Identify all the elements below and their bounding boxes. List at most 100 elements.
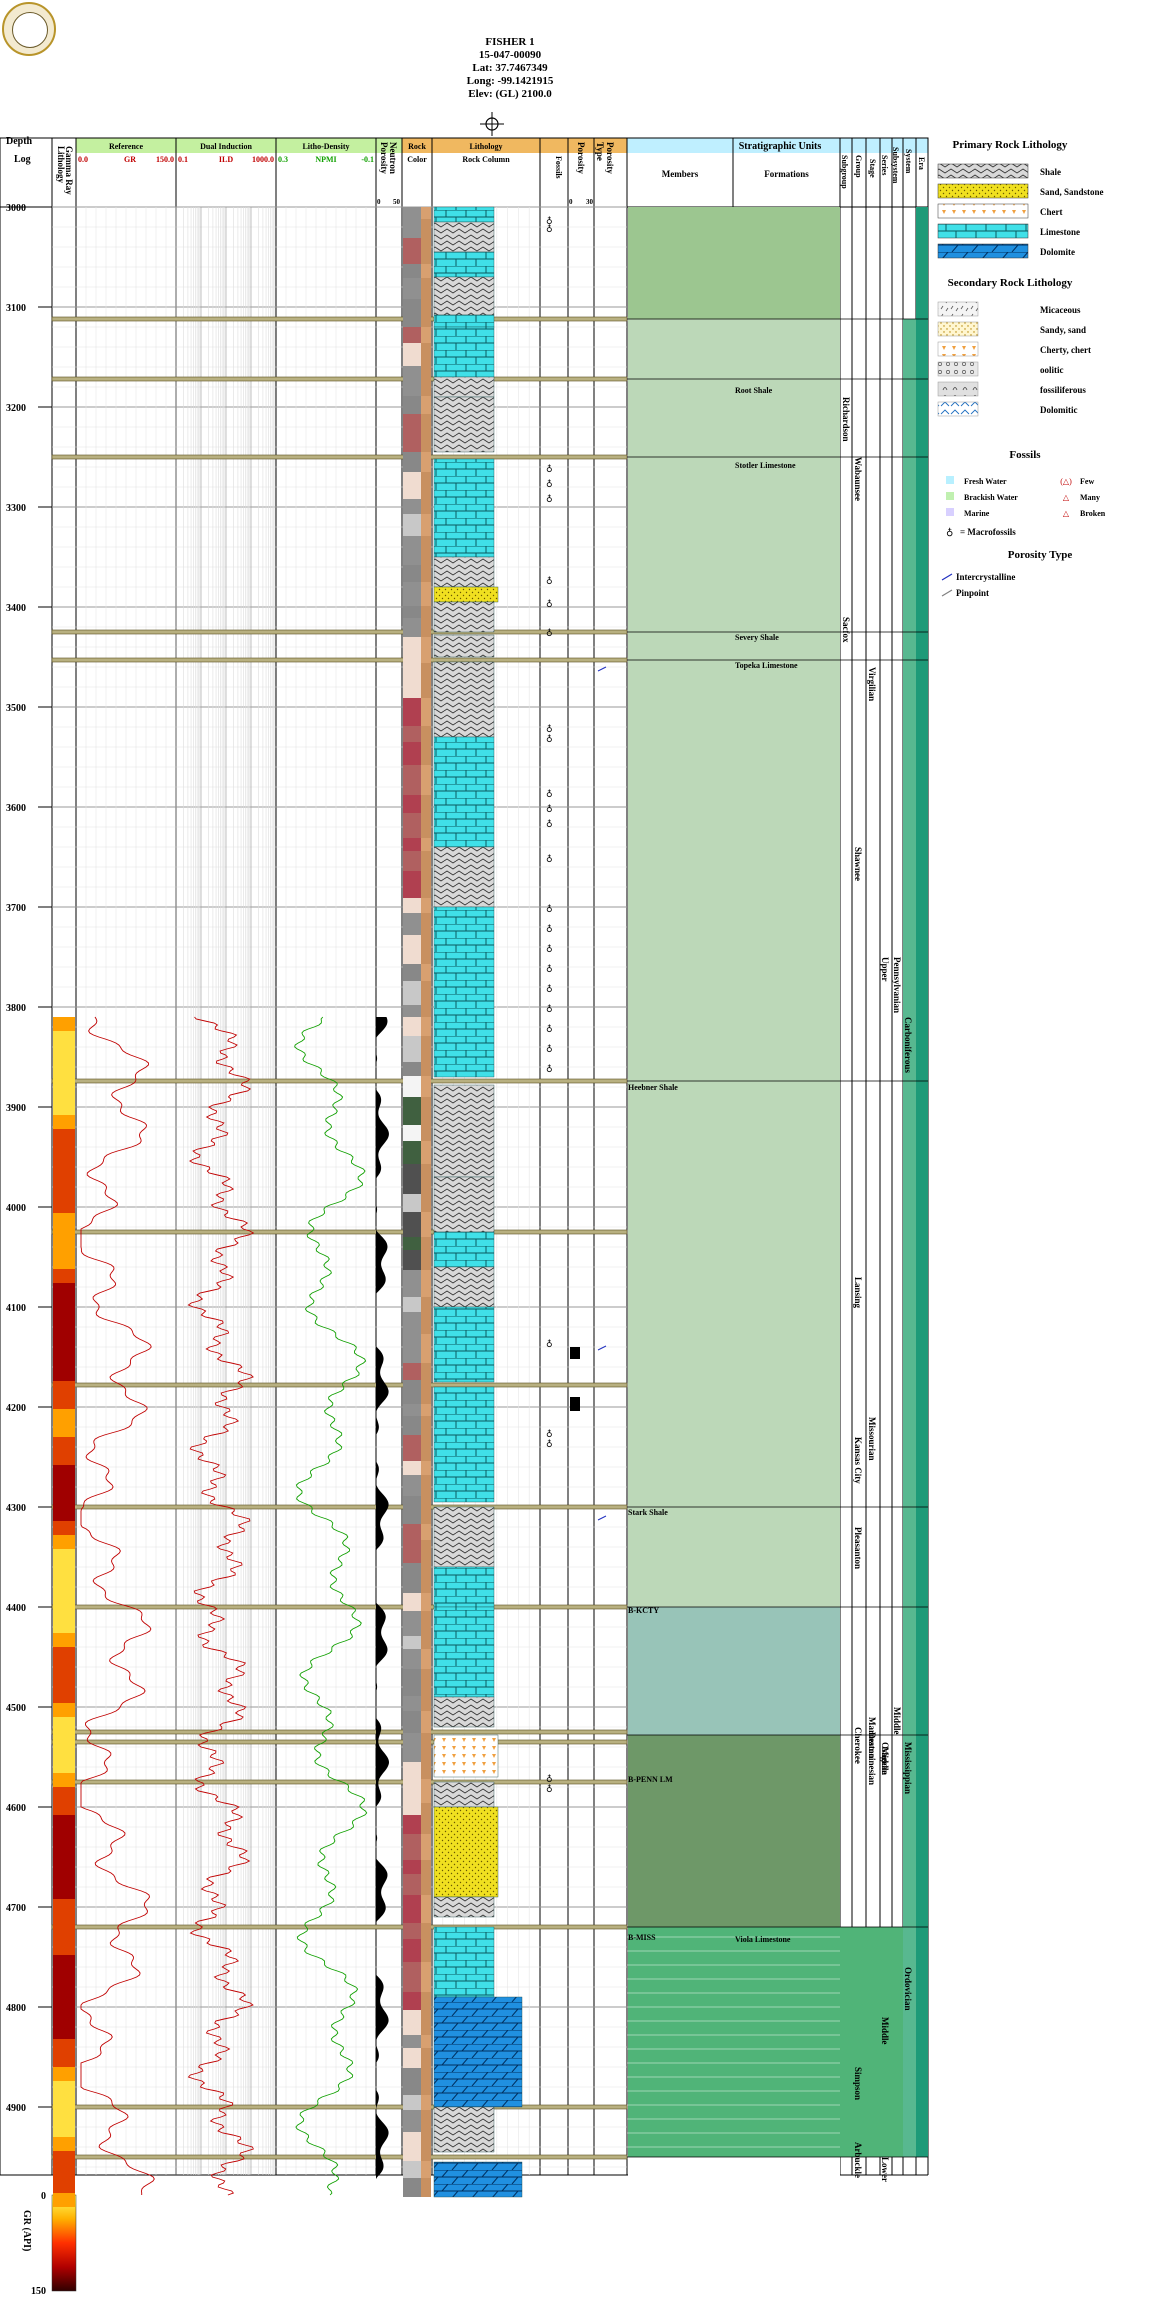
rock-color-block <box>403 1005 421 1017</box>
header-dual-induction: Dual Induction <box>200 142 252 151</box>
lithology-interval-shale <box>433 2106 495 2153</box>
rock-color-secondary <box>421 278 431 299</box>
rock-color-secondary <box>421 1636 431 1649</box>
header-porosity-2: Porosity <box>576 142 586 174</box>
macrofossil-icon: ♁ <box>546 1043 553 1053</box>
rock-color-block <box>403 1593 421 1611</box>
gamma-ray-strip-segment <box>53 1801 75 1815</box>
rock-color-secondary <box>421 1194 431 1212</box>
legend-porosity-type-label: Pinpoint <box>956 588 989 598</box>
rock-color-secondary <box>421 1141 431 1164</box>
gamma-ray-strip-segment <box>53 1129 75 1143</box>
formation-boundary-band <box>51 1229 628 1235</box>
ordovician-fill <box>840 1927 903 2157</box>
lithology-interval-lime <box>433 1306 495 1383</box>
rock-color-secondary <box>421 472 431 499</box>
track-header-green-band <box>76 138 402 153</box>
lithology-interval-shale <box>433 1176 495 1233</box>
rock-color-block <box>403 1874 421 1895</box>
rock-color-secondary <box>421 1649 431 1669</box>
rock-color-block <box>403 2035 421 2048</box>
rock-color-block <box>403 1496 421 1524</box>
gamma-ray-strip-segment <box>53 2011 75 2025</box>
porosity-type-mark <box>597 1345 607 1351</box>
gamma-ray-strip-segment <box>53 1885 75 1899</box>
legend-abundance-label: Broken <box>1080 509 1106 518</box>
legend-label-chert: Chert <box>1040 207 1063 217</box>
header-rock: Rock <box>408 142 426 151</box>
lithology-interval-dolo <box>433 1996 523 2108</box>
rock-color-secondary <box>421 1895 431 1923</box>
gamma-ray-strip-segment <box>53 2039 75 2053</box>
rock-color-secondary <box>421 1097 431 1125</box>
gamma-ray-strip-segment <box>53 1073 75 1087</box>
rock-color-block <box>403 2095 421 2110</box>
rock-color-block <box>403 1416 421 1435</box>
gamma-ray-strip-segment <box>53 1325 75 1339</box>
header-group: Group <box>854 155 863 178</box>
rock-color-block <box>403 1540 421 1563</box>
macrofossil-icon: ♁ <box>546 733 553 743</box>
rock-color-block <box>403 439 421 452</box>
por-max: 50 <box>393 198 401 206</box>
group-label: Simpson <box>853 2067 863 2100</box>
ild-curve <box>187 1016 255 2196</box>
macrofossil-icon: ♁ <box>546 963 553 973</box>
system-fill <box>903 319 916 2157</box>
rock-color-block <box>403 935 421 964</box>
stage-label: Marmaton <box>867 1717 877 1759</box>
macrofossil-icon: ♁ <box>546 1783 553 1793</box>
rock-color-block <box>403 1017 421 1036</box>
rock-color-block <box>403 698 421 726</box>
rock-color-block <box>403 1611 421 1636</box>
rock-color-block <box>403 1895 421 1923</box>
header-members: Members <box>662 169 699 179</box>
depth-label: 4600 <box>6 1803 26 1814</box>
formation-boundary-band <box>51 657 628 663</box>
rock-color-block <box>403 472 421 499</box>
rock-color-block <box>403 2068 421 2095</box>
macrofossil-icon: ♁ <box>546 1438 553 1448</box>
header-neutron: Neutron <box>388 142 398 174</box>
legend-swatch-oolitic <box>937 361 979 377</box>
rock-color-secondary <box>421 1125 431 1141</box>
gamma-ray-strip-segment <box>53 1241 75 1255</box>
rock-color-block <box>403 1711 421 1733</box>
rock-color-secondary <box>421 207 431 219</box>
macrofossil-icon: ♁ <box>546 983 553 993</box>
group-label: Wabaunsee <box>853 457 863 501</box>
header-color: Color <box>407 155 427 164</box>
legend-label-sandy: Sandy, sand <box>1040 325 1086 335</box>
gamma-ray-strip-segment <box>53 1115 75 1129</box>
rock-color-block <box>403 299 421 327</box>
rock-color-block <box>403 2161 421 2178</box>
member-label: Heebner Shale <box>628 1083 678 1092</box>
rock-color-secondary <box>421 299 431 327</box>
macrofossil-icon: ♁ <box>946 527 953 538</box>
rock-color-block <box>403 1939 421 1962</box>
gamma-ray-strip-segment <box>53 1759 75 1773</box>
rock-color-block <box>403 913 421 935</box>
rock-color-secondary <box>421 698 431 726</box>
strat-unit-band <box>628 319 840 1607</box>
lithology-interval-lime <box>433 314 495 328</box>
track-header-orange-band <box>402 138 627 153</box>
lithology-interval-lime <box>433 326 495 378</box>
depth-label: 4900 <box>6 2103 26 2114</box>
macrofossil-icon: ♁ <box>546 1773 553 1783</box>
strat-unit-band <box>628 1735 840 1927</box>
lithology-interval-lime <box>433 1386 495 1503</box>
gamma-ray-strip-segment <box>53 1871 75 1885</box>
lithology-interval-shale <box>433 601 495 633</box>
rock-color-block <box>403 1036 421 1062</box>
depth-label: 4800 <box>6 2003 26 2014</box>
header-system: System <box>904 149 913 174</box>
depth-label: 4200 <box>6 1403 26 1414</box>
rock-color-block <box>403 536 421 565</box>
rock-color-block <box>403 1141 421 1164</box>
gamma-ray-strip-segment <box>53 1381 75 1395</box>
strat-unit-band <box>628 2157 840 2202</box>
lithology-interval-lime <box>433 1926 495 1998</box>
legend-porosity-type-label: Intercrystalline <box>956 572 1015 582</box>
